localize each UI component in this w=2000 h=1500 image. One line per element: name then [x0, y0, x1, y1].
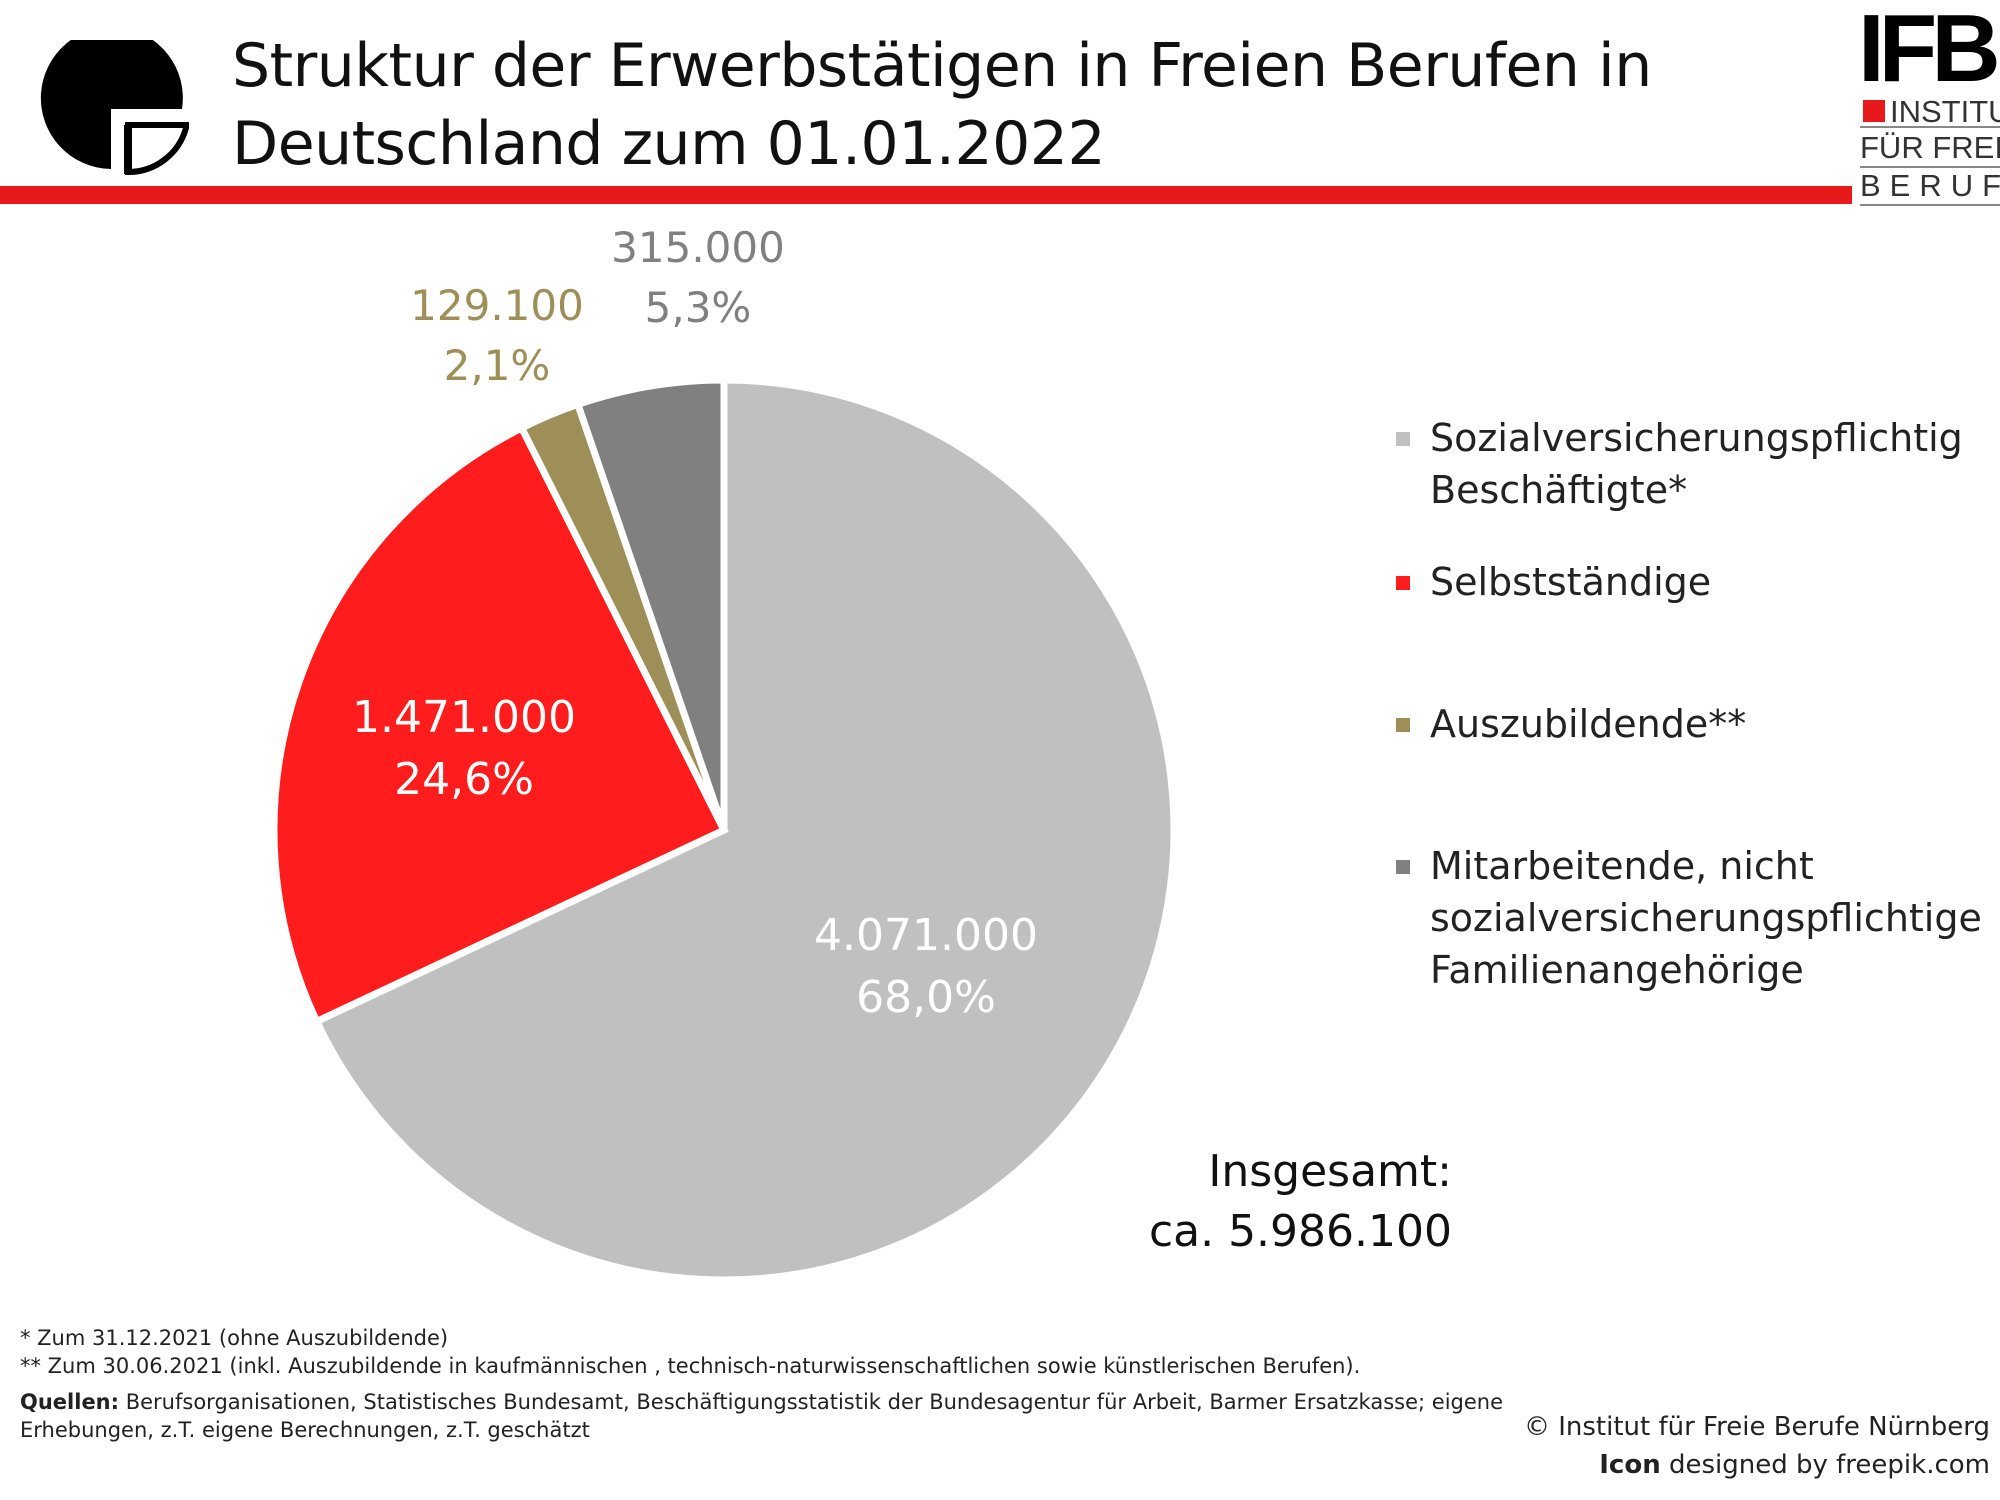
- legend-item-mitarbeitende: Mitarbeitende, nicht sozialversicherungsp…: [1396, 840, 1982, 996]
- legend-swatch: [1396, 576, 1410, 590]
- legend-label-line: Auszubildende**: [1430, 702, 1747, 746]
- logo-divider-2: [1860, 166, 2000, 168]
- page-title-line-1: Struktur der Erwerbstätigen in Freien Be…: [232, 31, 1652, 101]
- total-label: Insgesamt:: [1208, 1146, 1452, 1197]
- legend-label: Selbstständige: [1430, 556, 1711, 608]
- legend-label: Mitarbeitende, nicht sozialversicherungsp…: [1430, 840, 1982, 996]
- pie-slice-mitarbeitende: [573, 376, 728, 832]
- icon-credit: Icon designed by freepik.com: [1599, 1446, 1990, 1484]
- copyright-text: © Institut für Freie Berufe Nürnberg: [1523, 1412, 1990, 1442]
- pie-slice-sozialversicherungspflichtig: [312, 376, 1178, 1284]
- legend-label-line: sozialversicherungspflichtige: [1430, 896, 1982, 940]
- sources-label: Quellen:: [20, 1390, 120, 1414]
- header-accent-bar: [0, 186, 1852, 204]
- legend-label-line: Mitarbeitende, nicht: [1430, 844, 1814, 888]
- legend-swatch: [1396, 432, 1410, 446]
- legend-label-line: Sozialversicherungspflichtig: [1430, 416, 1963, 460]
- logo-divider-1: [1860, 126, 2000, 128]
- data-label-percent-auszubildende: 2,1%: [444, 341, 551, 390]
- data-label-percent-mitarbeitende: 5,3%: [645, 283, 752, 332]
- legend-label-line: Familienangehörige: [1430, 948, 1804, 992]
- legend-swatch: [1396, 718, 1410, 732]
- legend-swatch: [1396, 860, 1410, 874]
- icon-credit-label: Icon: [1599, 1450, 1661, 1480]
- legend-label-line: Selbstständige: [1430, 560, 1712, 604]
- data-label-value-mitarbeitende: 315.000: [611, 223, 785, 272]
- legend-label-line: Beschäftigte*: [1430, 468, 1688, 512]
- legend-item-auszubildende: Auszubildende**: [1396, 698, 1746, 750]
- sources-text-1: Berufsorganisationen, Statistisches Bund…: [119, 1390, 1504, 1414]
- logo-main-text: IFB: [1858, 0, 2000, 102]
- pie-slice-selbststaendige: [270, 423, 729, 1027]
- data-label-value-auszubildende: 129.100: [410, 281, 584, 330]
- footnote-1: * Zum 31.12.2021 (ohne Auszubildende): [20, 1326, 449, 1350]
- logo-red-square: [1863, 100, 1885, 122]
- data-label-value-sozialversicherungspflichtig: 4.071.000: [814, 910, 1038, 961]
- total-value: ca. 5.986.100: [1148, 1206, 1452, 1257]
- page-title-line-2: Deutschland zum 01.01.2022: [232, 109, 1106, 179]
- footnote-2: ** Zum 30.06.2021 (inkl. Auszubildende i…: [20, 1354, 1361, 1378]
- sources-line-1: Quellen: Berufsorganisationen, Statistis…: [20, 1388, 1503, 1416]
- legend-item-sozialversicherungspflichtig: Sozialversicherungspflichtig Beschäftigte…: [1396, 412, 1963, 516]
- logo-sub-text-3: BERUFE: [1860, 168, 2000, 203]
- legend-item-selbststaendige: Selbstständige: [1396, 556, 1711, 608]
- logo-divider-3: [1860, 204, 2000, 206]
- sources-line-2: Erhebungen, z.T. eigene Berechnungen, z.…: [20, 1418, 590, 1442]
- legend-label: Sozialversicherungspflichtig Beschäftigte…: [1430, 412, 1963, 516]
- logo-sub-text-1: INSTITUT: [1890, 94, 2000, 129]
- data-label-percent-selbststaendige: 24,6%: [394, 754, 534, 805]
- icon-credit-text: designed by freepik.com: [1660, 1450, 1990, 1480]
- data-label-percent-sozialversicherungspflichtig: 68,0%: [856, 972, 996, 1023]
- ifb-pie-logo-icon: [40, 40, 189, 176]
- data-label-value-selbststaendige: 1.471.000: [352, 692, 576, 743]
- logo-sub-text-2: FÜR FREIE: [1860, 130, 2000, 165]
- legend-label: Auszubildende**: [1430, 698, 1746, 750]
